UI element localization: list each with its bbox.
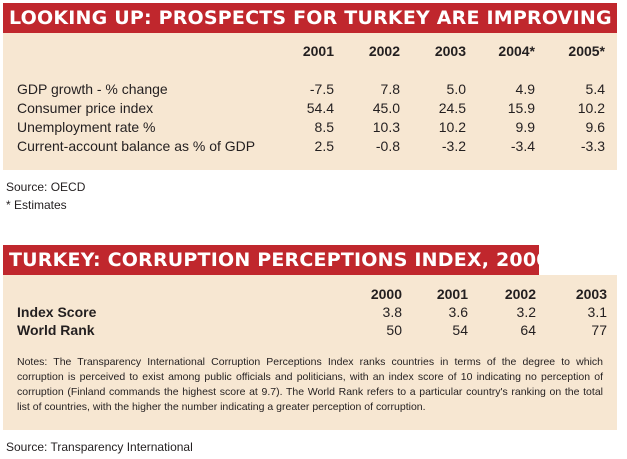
cell-value: -0.8 bbox=[375, 138, 400, 154]
column-header: 2001 bbox=[436, 286, 468, 302]
cell-value: 50 bbox=[386, 322, 402, 338]
cell-value: 5.4 bbox=[585, 81, 605, 97]
table-row: World Rank 50 54 64 77 bbox=[17, 322, 617, 340]
row-label: Consumer price index bbox=[17, 100, 154, 116]
cell-value: 3.2 bbox=[516, 304, 536, 320]
cell-value: 3.8 bbox=[382, 304, 402, 320]
table2-title: TURKEY: CORRUPTION PERCEPTIONS INDEX, 20… bbox=[3, 245, 539, 275]
cell-value: 45.0 bbox=[372, 100, 400, 116]
column-header: 2001 bbox=[302, 43, 334, 59]
column-header: 2003 bbox=[434, 43, 466, 59]
cell-value: 3.1 bbox=[587, 304, 607, 320]
table-row: Index Score 3.8 3.6 3.2 3.1 bbox=[17, 304, 617, 322]
cell-value: 24.5 bbox=[438, 100, 466, 116]
cell-value: 77 bbox=[591, 322, 607, 338]
cell-value: 9.6 bbox=[585, 119, 605, 135]
cell-value: 10.3 bbox=[372, 119, 400, 135]
table2-panel: 2000 2001 2002 2003 Index Score 3.8 3.6 … bbox=[3, 275, 617, 430]
table2-notes: Notes: The Transparency International Co… bbox=[17, 356, 603, 413]
cell-value: 64 bbox=[520, 322, 536, 338]
cell-value: 2.5 bbox=[314, 138, 334, 154]
cell-value: -7.5 bbox=[309, 81, 334, 97]
table2-header-row: 2000 2001 2002 2003 bbox=[3, 286, 617, 304]
table1-header-row: 2001 2002 2003 2004* 2005* bbox=[3, 43, 617, 61]
cell-value: 54.4 bbox=[306, 100, 334, 116]
column-header: 2002 bbox=[368, 43, 400, 59]
cell-value: 7.8 bbox=[380, 81, 400, 97]
row-label: Current-account balance as % of GDP bbox=[17, 138, 256, 154]
cell-value: 5.0 bbox=[446, 81, 466, 97]
column-header: 2005* bbox=[568, 43, 605, 59]
cell-value: -3.2 bbox=[441, 138, 466, 154]
row-label: World Rank bbox=[17, 322, 95, 338]
column-header: 2000 bbox=[370, 286, 402, 302]
column-header: 2002 bbox=[504, 286, 536, 302]
cell-value: 54 bbox=[452, 322, 468, 338]
cell-value: 15.9 bbox=[507, 100, 535, 116]
table1-title: LOOKING UP: PROSPECTS FOR TURKEY ARE IMP… bbox=[3, 3, 617, 33]
cell-value: 8.5 bbox=[314, 119, 334, 135]
table-row: Current-account balance as % of GDP 2.5 … bbox=[17, 138, 617, 156]
cell-value: 10.2 bbox=[438, 119, 466, 135]
table2-source: Source: Transparency International bbox=[6, 440, 193, 454]
table1-footnote: * Estimates bbox=[6, 198, 67, 212]
cell-value: 4.9 bbox=[515, 81, 535, 97]
row-label: Index Score bbox=[17, 304, 97, 320]
table-row: Consumer price index 54.4 45.0 24.5 15.9… bbox=[17, 100, 617, 118]
row-label: Unemployment rate % bbox=[17, 119, 156, 135]
cell-value: -3.4 bbox=[510, 138, 535, 154]
cell-value: 10.2 bbox=[577, 100, 605, 116]
column-header: 2003 bbox=[575, 286, 607, 302]
row-label: GDP growth - % change bbox=[17, 81, 168, 97]
table-row: Unemployment rate % 8.5 10.3 10.2 9.9 9.… bbox=[17, 119, 617, 137]
table-row: GDP growth - % change -7.5 7.8 5.0 4.9 5… bbox=[17, 81, 617, 99]
cell-value: -3.3 bbox=[580, 138, 605, 154]
cell-value: 9.9 bbox=[515, 119, 535, 135]
table1-panel: 2001 2002 2003 2004* 2005* GDP growth - … bbox=[3, 33, 617, 170]
column-header: 2004* bbox=[498, 43, 535, 59]
table1-source: Source: OECD bbox=[6, 180, 86, 194]
cell-value: 3.6 bbox=[448, 304, 468, 320]
